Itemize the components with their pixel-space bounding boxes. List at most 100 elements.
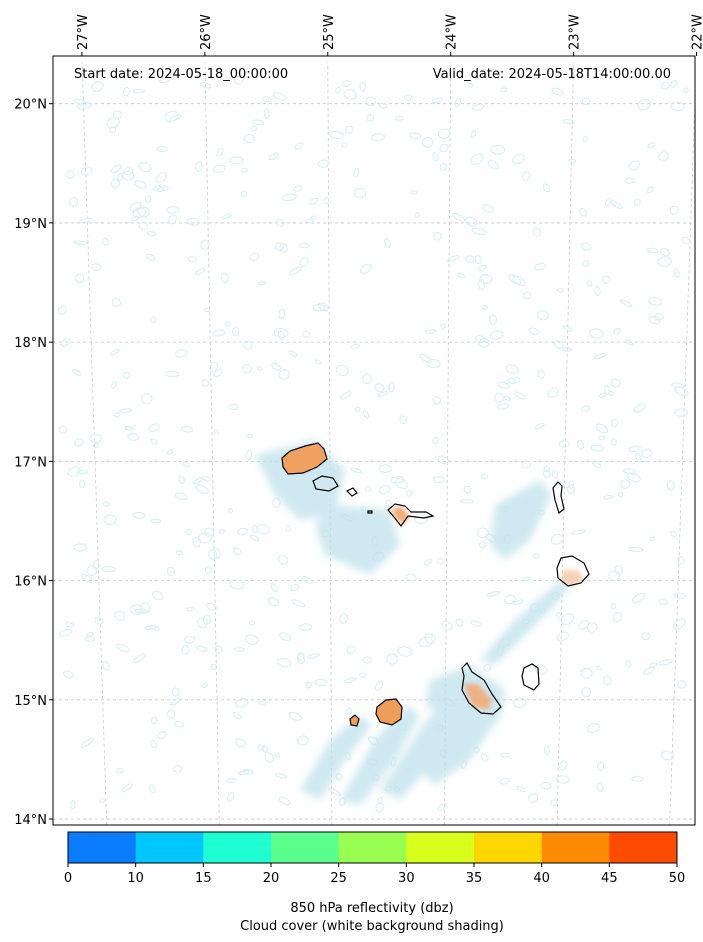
cloud-speck — [165, 370, 180, 378]
cloud-speck — [439, 163, 448, 171]
cloud-speck — [534, 664, 548, 675]
cloud-speck — [602, 494, 614, 500]
cloud-speck — [150, 739, 157, 749]
latitude-labels: 20°N 19°N 18°N 17°N 16°N 15°N 14°N — [14, 98, 53, 828]
cloud-speck — [437, 803, 447, 811]
cloud-speck — [432, 436, 439, 445]
colorbar-segment — [609, 832, 678, 863]
cloud-speck — [158, 78, 170, 84]
cloud-speck — [547, 387, 559, 398]
cloud-speck — [386, 653, 398, 665]
cloud-speck — [602, 675, 612, 686]
cloud-speck — [512, 599, 524, 606]
cloud-speck — [201, 379, 210, 387]
cloud-speck — [577, 439, 585, 450]
cloud-speck — [212, 329, 226, 337]
cloud-speck — [490, 144, 506, 155]
cloud-speck — [581, 97, 591, 106]
cloud-speck — [187, 256, 197, 263]
cloud-speck — [271, 362, 281, 371]
colorbar-tick-label: 20 — [263, 871, 280, 886]
cloud-speck — [390, 476, 405, 484]
cloud-speck — [299, 623, 313, 632]
cloud-speck — [589, 328, 604, 339]
cloud-speckle — [57, 75, 691, 813]
cloud-speck — [110, 348, 120, 356]
cloud-speck — [550, 533, 564, 545]
cloud-speck — [197, 617, 208, 629]
colorbar-label-reflectivity: 850 hPa reflectivity (dbz) — [290, 901, 453, 916]
cloud-speck — [516, 785, 526, 793]
cloud-speck — [560, 613, 575, 625]
lon-tick-label: 27°W — [76, 14, 91, 50]
cloud-speck — [139, 602, 151, 614]
cloud-speck — [173, 720, 185, 728]
cloud-speck — [76, 469, 89, 475]
cloud-speck — [470, 153, 484, 166]
cloud-speck — [384, 237, 391, 248]
island-brava — [349, 714, 360, 727]
cloud-speck — [463, 485, 472, 494]
cloud-speck — [174, 492, 188, 501]
cloud-speck — [669, 205, 680, 215]
cloud-speck — [200, 239, 210, 250]
island-branco — [367, 510, 373, 514]
cloud-speck — [657, 256, 672, 268]
cloud-speck — [119, 408, 132, 413]
cloud-speck — [277, 657, 292, 668]
cloud-plumes — [255, 440, 575, 805]
cloud-speck — [464, 216, 478, 227]
meridian-1 — [204, 61, 220, 825]
cloud-speck — [235, 698, 249, 708]
cloud-speck — [643, 666, 655, 675]
colorbar: 0 10 15 20 25 30 35 40 45 50 — [64, 831, 685, 886]
cloud-speck — [307, 653, 320, 659]
colorbar-tick-label: 0 — [64, 871, 72, 886]
cloud-speck — [237, 769, 251, 776]
cloud-speck — [521, 460, 532, 469]
cloud-speck — [122, 86, 130, 97]
island-santa-luzia — [345, 487, 358, 497]
cloud-speck — [592, 461, 602, 469]
cloud-speck — [494, 393, 505, 403]
cloud-speck — [596, 665, 602, 671]
cloud-speck — [568, 480, 575, 489]
cloud-speck — [60, 338, 71, 347]
colorbar-segment — [406, 832, 475, 863]
cloud-speck — [328, 787, 341, 797]
lon-tick-label: 23°W — [568, 14, 583, 50]
cloud-speck — [499, 87, 508, 93]
cloud-speck — [161, 185, 169, 192]
cloud-speck — [633, 198, 641, 207]
cloud-speck — [339, 613, 348, 624]
cloud-speck — [610, 200, 623, 210]
cloud-speck — [309, 197, 319, 205]
cloud-speck — [581, 242, 592, 251]
cloud-speck — [521, 171, 531, 181]
cloud-speck — [78, 217, 93, 224]
cloud-speck — [514, 391, 526, 400]
cloud-speck — [608, 570, 621, 581]
cloud-speck — [431, 97, 443, 104]
cloud-speck — [227, 508, 234, 514]
cloud-speck — [571, 529, 586, 535]
cloud-speck — [314, 678, 328, 687]
cloud-speck — [155, 172, 168, 183]
cloud-speck — [648, 316, 661, 325]
cloud-speck — [556, 288, 564, 293]
cloud-speck — [563, 119, 576, 125]
cloud-speck — [394, 115, 405, 121]
cloud-speck — [457, 272, 466, 279]
cloud-speck — [245, 433, 254, 439]
cloud-speck — [293, 185, 303, 192]
lon-tick-label: 22°W — [691, 14, 703, 50]
cloud-speck — [156, 145, 168, 153]
cloud-speck — [346, 707, 353, 715]
cloud-speck — [258, 700, 267, 706]
cloud-speck — [288, 266, 302, 276]
cloud-speck — [362, 373, 372, 385]
cloud-speck — [204, 527, 215, 537]
cloud-speck — [604, 384, 610, 395]
cloud-speck — [144, 195, 152, 203]
cloud-speck — [235, 738, 246, 748]
